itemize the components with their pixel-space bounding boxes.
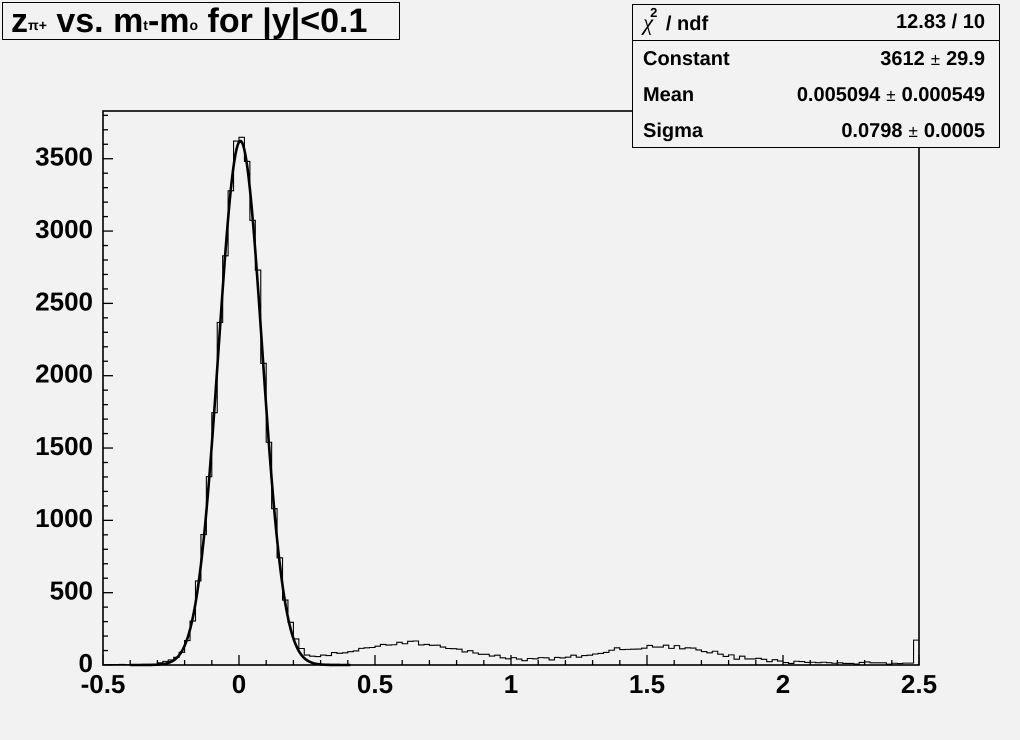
svg-text:-0.5: -0.5 — [81, 669, 126, 699]
svg-text:1: 1 — [504, 669, 518, 699]
svg-text:0.5: 0.5 — [357, 669, 393, 699]
svg-text:1500: 1500 — [35, 431, 93, 461]
svg-text:2: 2 — [776, 669, 790, 699]
svg-text:3000: 3000 — [35, 214, 93, 244]
svg-text:3500: 3500 — [35, 142, 93, 172]
svg-text:2000: 2000 — [35, 359, 93, 389]
svg-text:500: 500 — [50, 576, 93, 606]
svg-text:1000: 1000 — [35, 503, 93, 533]
svg-text:1.5: 1.5 — [629, 669, 665, 699]
svg-text:0: 0 — [232, 669, 246, 699]
svg-text:2.5: 2.5 — [901, 669, 937, 699]
svg-text:2500: 2500 — [35, 286, 93, 316]
